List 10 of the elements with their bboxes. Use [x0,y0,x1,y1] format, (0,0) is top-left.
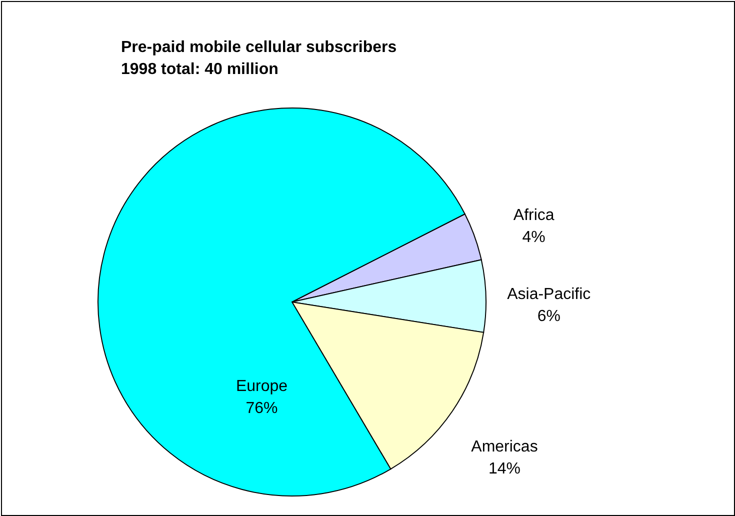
slice-label: Africa [513,207,554,224]
chart-title: Pre-paid mobile cellular subscribers [121,39,397,56]
data-label: 4% [522,229,546,246]
slice-label: Europe [236,378,288,395]
data-label: 6% [537,308,560,326]
chart-subtitle: 1998 total: 40 million [121,61,278,78]
slice-label: Americas [471,438,538,456]
data-label: 14% [488,460,521,478]
data-label: 76% [246,400,278,417]
slice-label: Asia-Pacific [507,286,591,304]
